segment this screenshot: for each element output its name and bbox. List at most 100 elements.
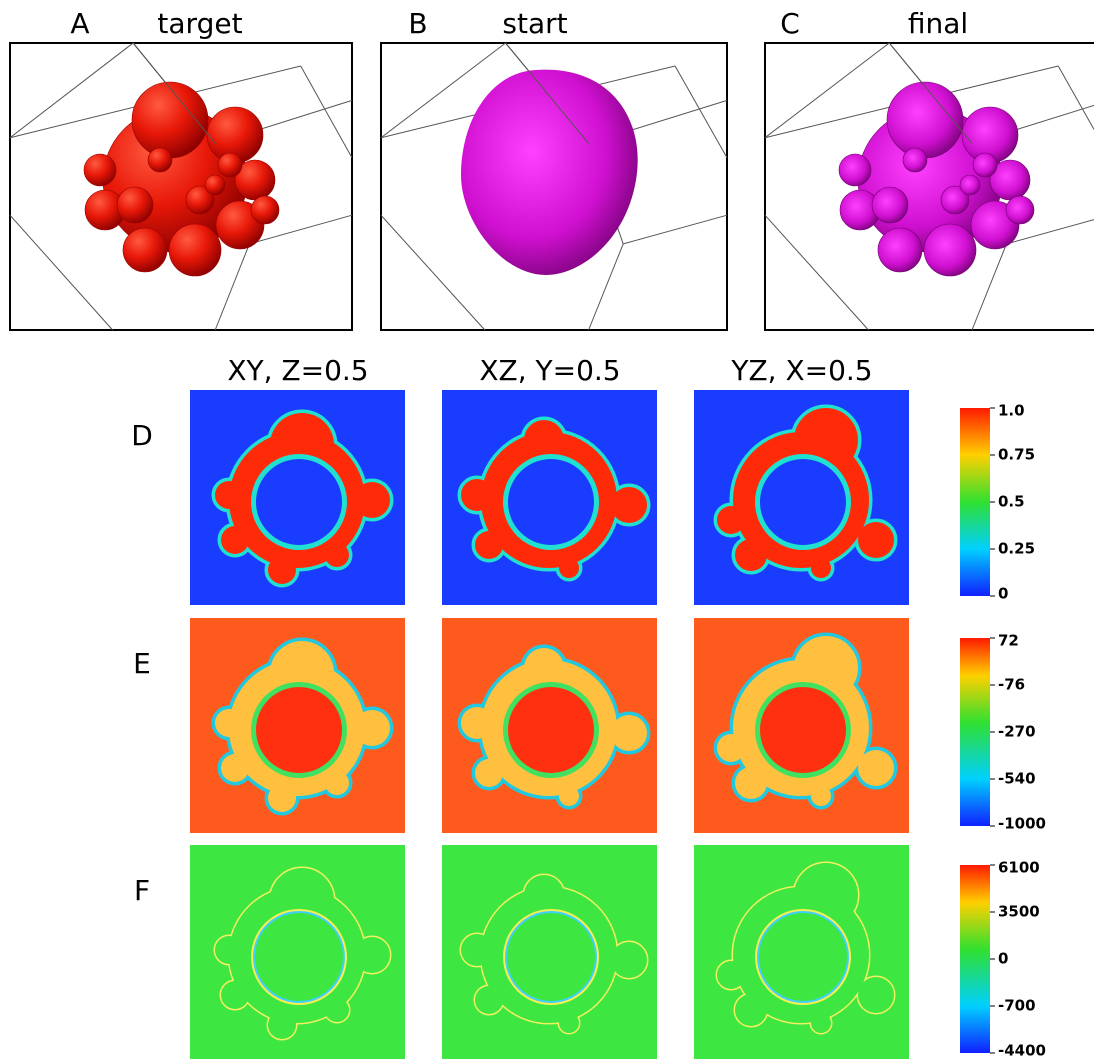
heatmap-panel [442,618,657,833]
region-fill [735,767,767,799]
inner-core [508,459,594,545]
blob-sphere [878,228,922,272]
region-fill [717,734,745,762]
region-fill [325,998,349,1022]
column-header: XZ, Y=0.5 [479,354,620,387]
inner-core [760,687,846,773]
region-fill [611,715,647,751]
inner-core [758,912,848,1002]
panel-letter: B [408,7,427,40]
render-panel [10,43,352,330]
heatmap-panel [442,845,657,1059]
column-header: YZ, X=0.5 [730,354,872,387]
region-fill [524,648,564,688]
region-fill [559,786,579,806]
colorbar-label: 0 [998,585,1008,603]
blob-sphere [973,153,997,177]
heatmap-panel [190,618,405,833]
inner-core [256,687,342,773]
inner-core [760,459,846,545]
panel-letter: C [780,7,800,40]
row-letter: E [133,647,151,680]
region-fill [858,750,894,786]
region-fill [735,994,767,1026]
region-fill [221,754,249,782]
heatmap-panel [442,390,657,605]
row-letter: D [131,419,153,452]
region-fill [717,961,745,989]
inner-core [506,912,596,1002]
region-fill [811,1013,831,1033]
panel-title: start [502,7,567,40]
render-panel [381,43,727,330]
blob-sphere [169,224,221,276]
blob-sphere [218,153,242,177]
region-fill [215,709,243,737]
colorbar-label: -540 [998,770,1036,788]
region-fill [858,977,894,1013]
region-fill [811,558,831,578]
blob-sphere [205,175,225,195]
heatmap-panel [190,845,405,1059]
blob-sphere [117,187,153,223]
region-fill [524,420,564,460]
blob-sphere [887,82,963,158]
blob-sphere [123,228,167,272]
region-fill [268,1011,296,1039]
region-fill [221,526,249,554]
region-fill [461,479,493,511]
colorbar [960,865,990,1053]
colorbar-label: -1000 [998,815,1046,833]
region-fill [215,936,243,964]
region-fill [268,784,296,812]
colorbar-label: 72 [998,632,1019,650]
blob-sphere [148,148,172,172]
panel-title: target [157,7,242,40]
colorbar-label: -700 [998,997,1036,1015]
blob-sphere [251,196,279,224]
row-letter: F [134,874,150,907]
panel-letter: A [70,7,89,40]
region-fill [475,759,503,787]
colorbar [960,408,990,596]
colorbar-label: 0.5 [998,493,1025,511]
region-fill [858,522,894,558]
colorbar-label: -270 [998,723,1036,741]
region-fill [325,543,349,567]
figure: Atarget Bstart Cfinal XY, Z=0.5 XZ, Y=0.5 YZ,… [0,0,1094,1059]
column-header: XY, Z=0.5 [227,354,368,387]
heatmap-panel [694,618,909,833]
inner-core [254,912,344,1002]
blob-sphere [903,148,927,172]
colorbar-label: 0 [998,950,1008,968]
region-fill [325,771,349,795]
region-fill [717,506,745,534]
panel-title: final [908,7,968,40]
colorbar [960,638,990,826]
blob-sphere [839,154,871,186]
region-fill [524,875,564,915]
render-panel [765,43,1094,330]
colorbar-label: 6100 [998,859,1040,877]
colorbar-label: 0.25 [998,540,1035,558]
region-fill [354,937,390,973]
region-fill [461,934,493,966]
region-fill [461,707,493,739]
region-fill [215,481,243,509]
region-fill [221,981,249,1009]
heatmap-panel [694,845,909,1059]
region-fill [559,558,579,578]
blob-sphere [960,175,980,195]
region-fill [611,487,647,523]
heatmap-panel [190,390,405,605]
region-fill [811,786,831,806]
region-fill [354,482,390,518]
region-fill [475,986,503,1014]
region-fill [559,1013,579,1033]
region-fill [735,539,767,571]
inner-core [508,687,594,773]
region-fill [475,531,503,559]
blob-sphere [924,224,976,276]
region-fill [354,710,390,746]
